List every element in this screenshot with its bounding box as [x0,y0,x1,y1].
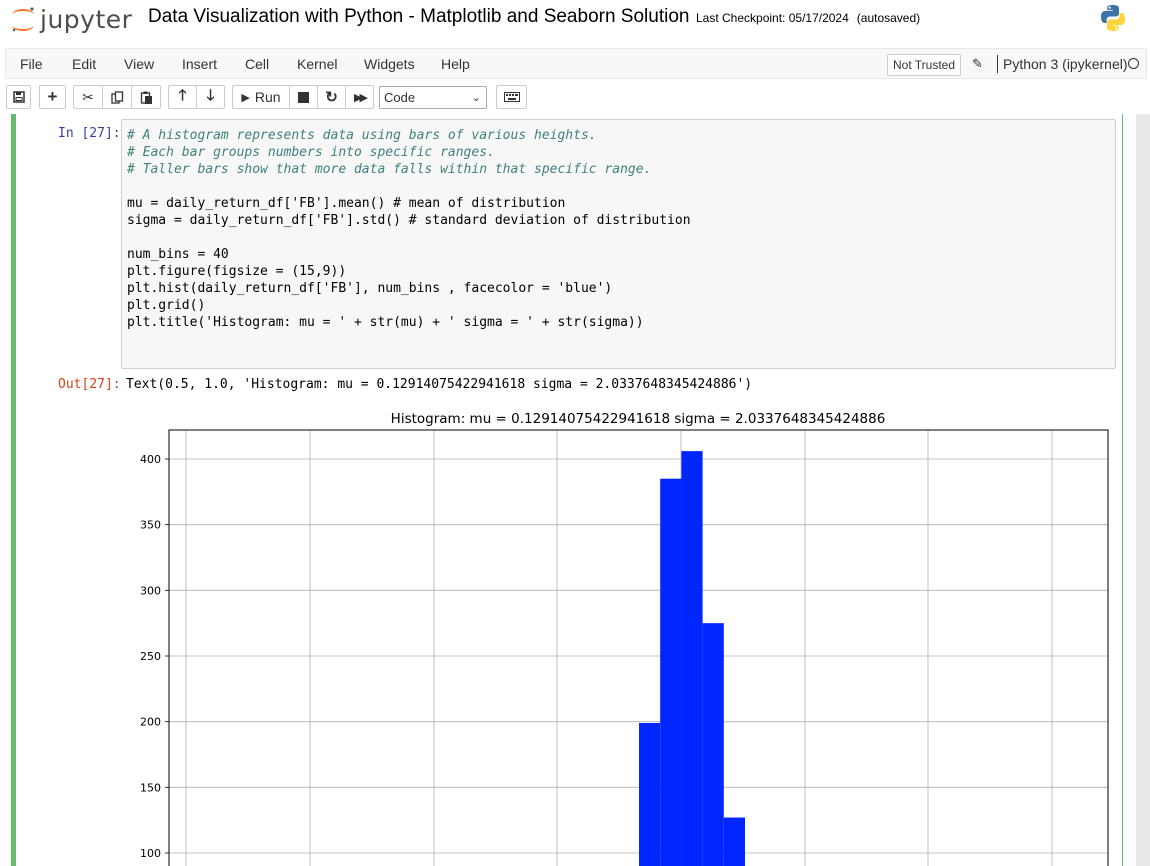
code-editor[interactable]: # A histogram represents data using bars… [121,119,1116,369]
fast-forward-icon: ▶▶ [354,91,368,104]
output-text: Text(0.5, 1.0, 'Histogram: mu = 0.129140… [126,377,753,392]
chart-title: Histogram: mu = 0.12914075422941618 sigm… [391,411,886,427]
cut-button[interactable]: ✂ [73,85,103,109]
bars [639,451,745,866]
copy-button[interactable] [102,85,132,109]
paste-icon [140,91,152,104]
scissors-icon: ✂ [82,88,94,105]
code-line: plt.title('Histogram: mu = ' + str(mu) +… [127,315,644,330]
code-line: # Each bar groups numbers into specific … [127,145,495,160]
code-line: plt.hist(daily_return_df['FB'], num_bins… [127,281,613,296]
interrupt-button[interactable] [289,85,318,109]
histogram-chart: Histogram: mu = 0.12914075422941618 sigm… [140,411,1109,866]
jupyter-logo-icon [8,4,38,34]
menu-kernel[interactable]: Kernel [297,56,338,72]
y-tick-label: 250 [140,650,161,663]
toolbar: + ✂ 🡑 🡓 ▶ Run ↻ ▶▶ Code ⌄ [0,80,1150,114]
code-text: # A histogram represents data using bars… [127,127,691,331]
move-up-button[interactable]: 🡑 [168,85,197,109]
menu-widgets[interactable]: Widgets [364,56,415,72]
checkpoint-status: Last Checkpoint: 05/17/2024 (autosaved) [696,11,920,25]
menu-file[interactable]: File [20,56,43,72]
kernel-idle-indicator-icon [1128,58,1139,69]
cell-type-value: Code [384,90,416,105]
code-cell[interactable]: In [27]: # A histogram represents data u… [11,114,1123,866]
histogram-bar [660,478,682,866]
stop-icon [298,91,309,103]
y-tick-label: 100 [140,847,161,860]
python-logo-icon [1098,3,1128,33]
run-button[interactable]: ▶ Run [232,85,290,109]
menu-insert[interactable]: Insert [182,56,218,72]
jupyter-logo[interactable]: jupyter [8,4,132,34]
save-icon [12,91,25,103]
y-tick-label: 200 [140,716,161,729]
edit-pencil-icon[interactable]: ✎ [972,56,983,71]
histogram-bar [702,623,724,866]
cell-type-select[interactable]: Code ⌄ [379,86,487,109]
run-label: Run [254,89,281,105]
notebook-title[interactable]: Data Visualization with Python - Matplot… [148,6,690,27]
chevron-down-icon: ⌄ [471,92,481,104]
arrow-up-icon: 🡑 [178,86,187,104]
autosave-text: (autosaved) [856,11,921,25]
histogram-bar [639,722,661,866]
keyboard-icon [503,92,520,102]
plus-icon: + [47,87,58,106]
y-tick-label: 350 [140,519,161,532]
not-trusted-button[interactable]: Not Trusted [887,54,962,76]
arrow-down-icon: 🡓 [206,86,215,104]
code-line: mu = daily_return_df['FB'].mean() # mean… [127,196,566,211]
copy-icon [110,90,123,104]
histogram-bar [723,817,745,866]
kernel-name[interactable]: Python 3 (ipykernel) [1003,56,1128,72]
code-line: plt.grid() [127,298,206,313]
header: jupyter Data Visualization with Python -… [0,0,1150,48]
scrollbar[interactable] [1136,114,1150,866]
code-line: plt.figure(figsize = (15,9)) [127,264,347,279]
menu-cell[interactable]: Cell [245,56,270,72]
code-line: sigma = daily_return_df['FB'].std() # st… [127,213,691,228]
plot-frame [168,429,1109,866]
menu-view[interactable]: View [124,56,155,72]
kernel-separator [997,55,998,73]
histogram-bar [681,451,703,866]
y-axis-ticks: 100 150 200 250 300 350 400 [140,453,169,860]
menubar: File Edit View Insert Cell Kernel Widget… [5,48,1147,79]
code-line: # Taller bars show that more data falls … [127,162,652,177]
move-down-button[interactable]: 🡓 [196,85,225,109]
output-prompt: Out[27]: [58,377,121,392]
save-button[interactable] [6,85,31,109]
y-tick-label: 150 [140,781,161,794]
menu-help[interactable]: Help [441,56,470,72]
grid-lines [169,430,1108,866]
play-icon: ▶ [241,91,250,104]
logo-text: jupyter [40,4,133,34]
notebook-area: In [27]: # A histogram represents data u… [0,114,1150,866]
command-palette-button[interactable] [496,85,527,109]
restart-run-all-button[interactable]: ▶▶ [345,85,374,109]
y-tick-label: 400 [140,453,161,466]
menu-edit[interactable]: Edit [72,56,97,72]
insert-cell-button[interactable]: + [39,85,66,109]
code-line: # A histogram represents data using bars… [127,128,597,143]
input-prompt: In [27]: [58,126,121,141]
checkpoint-text: Last Checkpoint: 05/17/2024 [696,11,849,25]
restart-kernel-button[interactable]: ↻ [317,85,346,109]
code-line: num_bins = 40 [127,247,229,262]
restart-icon: ↻ [325,89,338,106]
y-tick-label: 300 [140,584,161,597]
paste-button[interactable] [131,85,161,109]
